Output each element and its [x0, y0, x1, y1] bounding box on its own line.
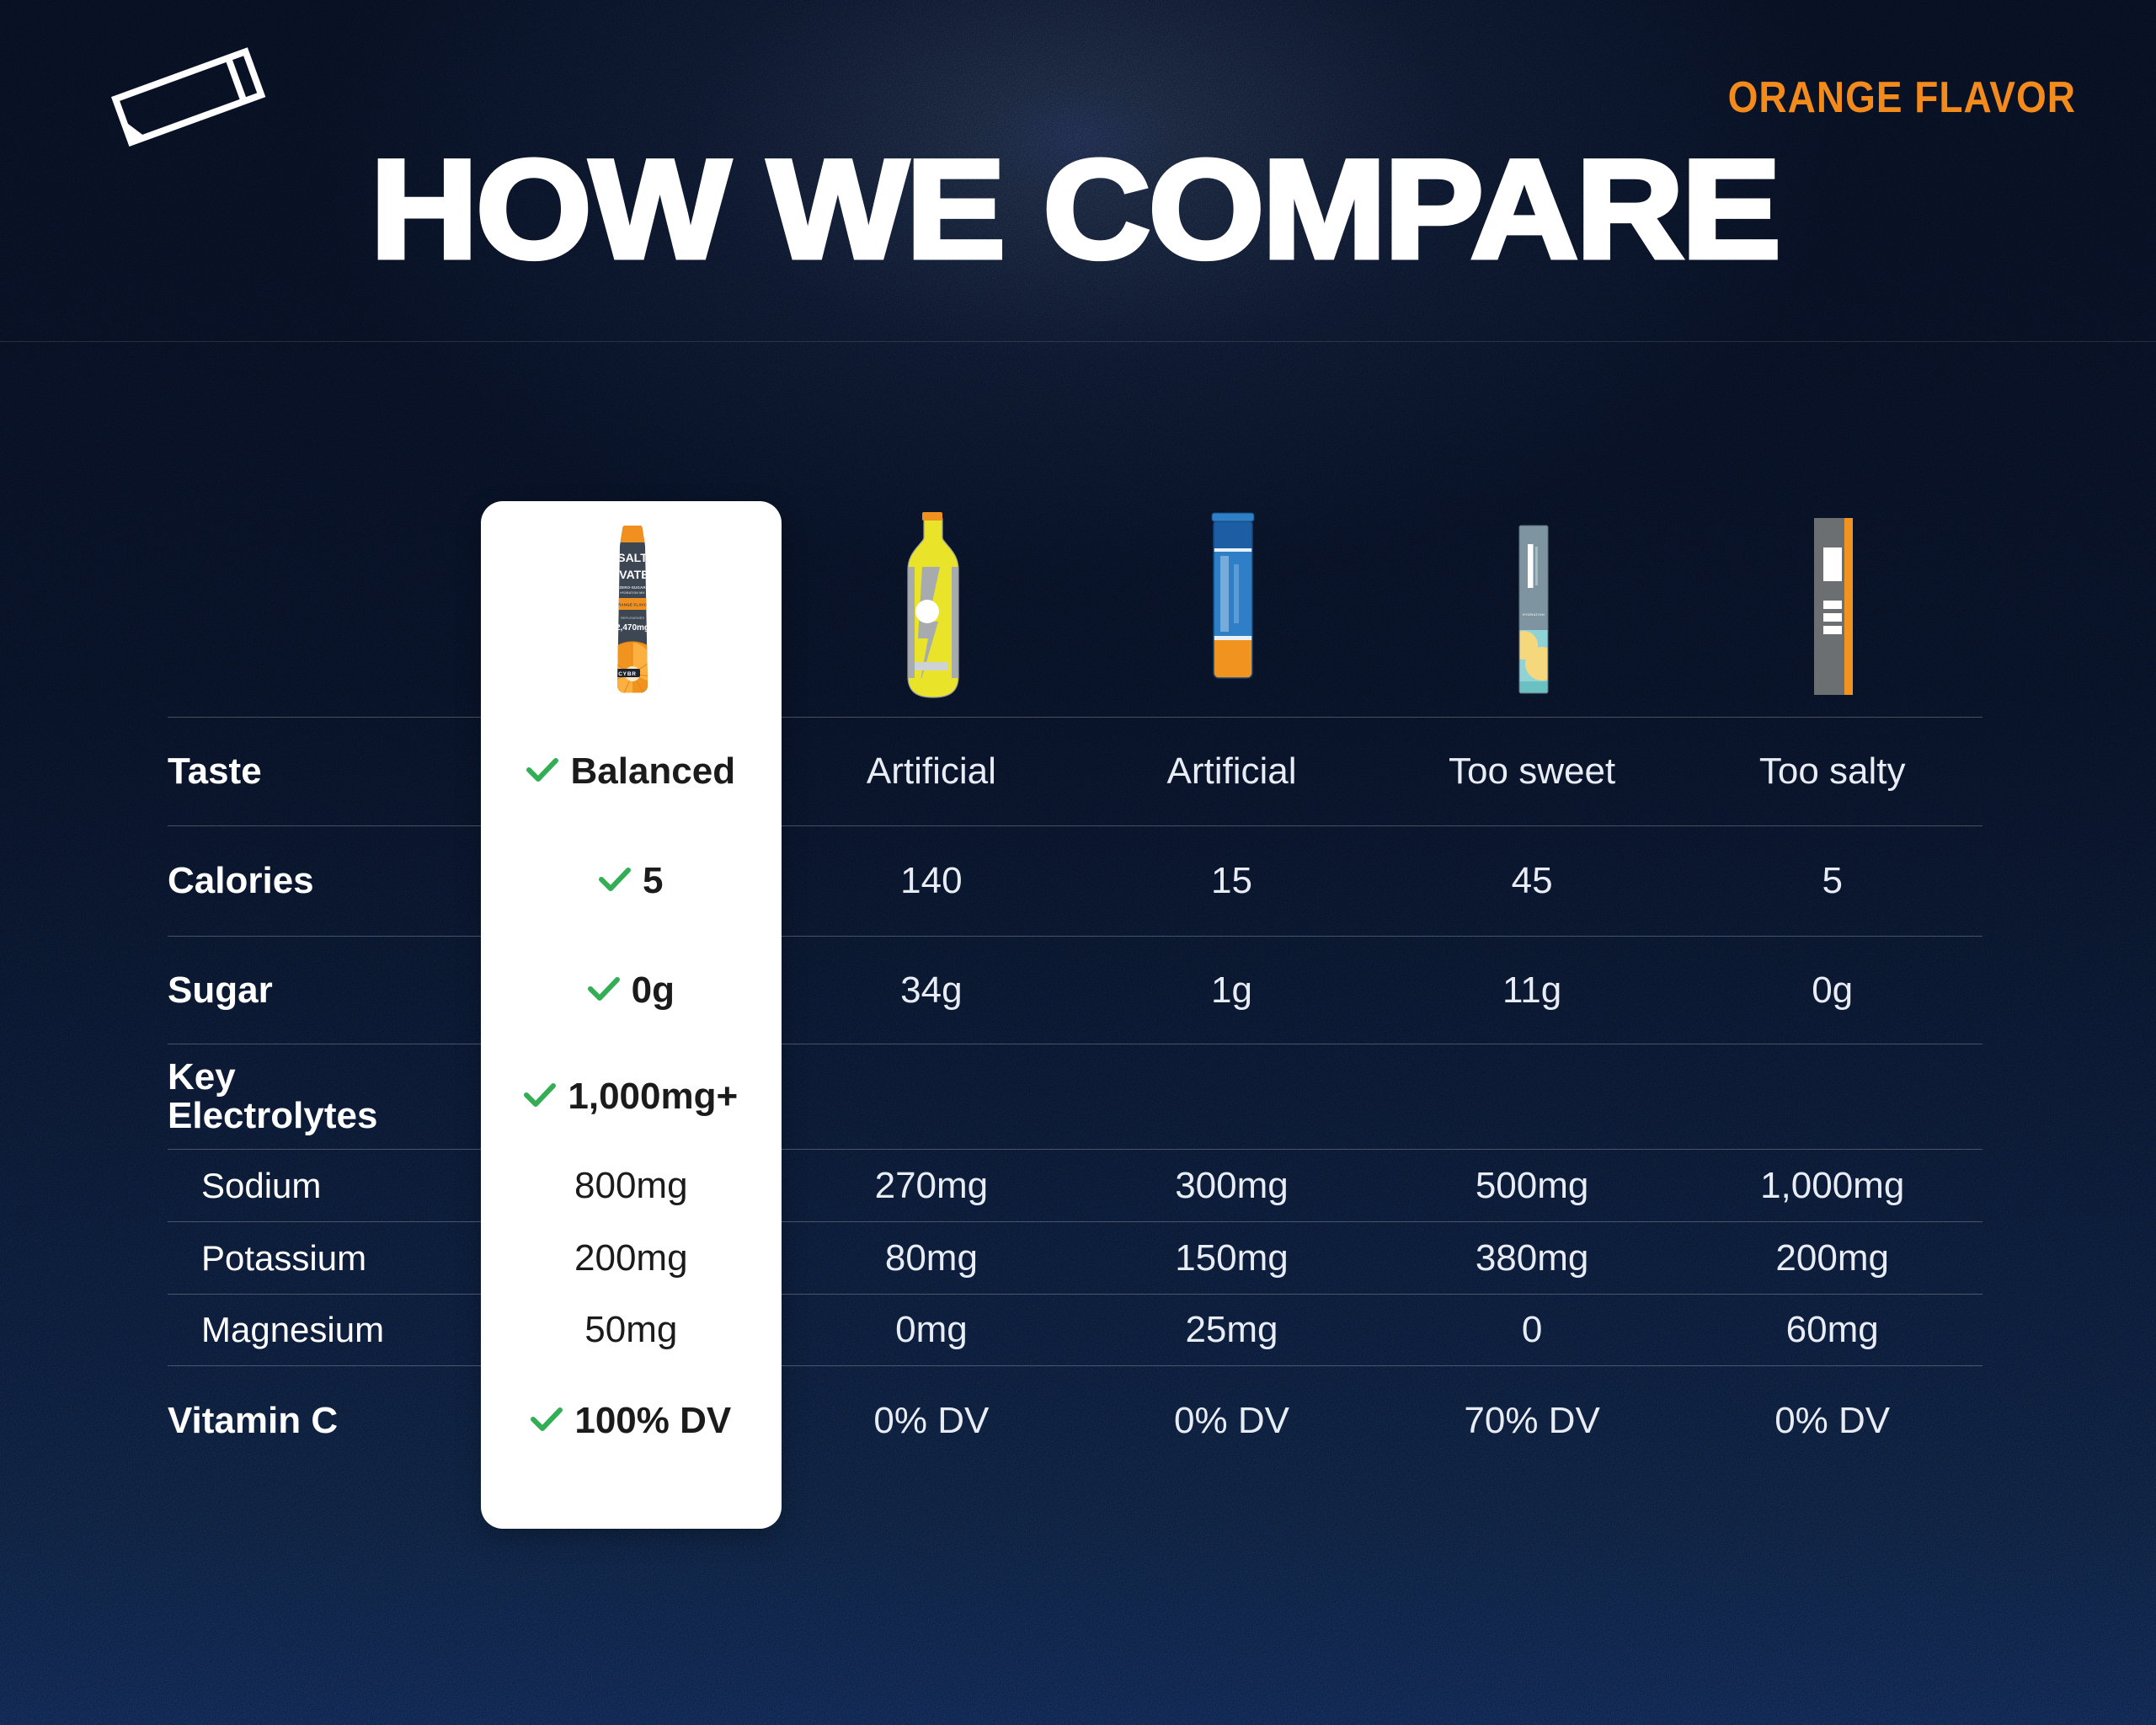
svg-text:CYBR: CYBR [618, 671, 637, 677]
svg-text:IVATE: IVATE [616, 568, 648, 581]
svg-text:REPLENISHES: REPLENISHES [621, 616, 644, 620]
svg-text:HYDRATION MIX: HYDRATION MIX [620, 591, 645, 595]
svg-text:HYDRATION: HYDRATION [1523, 612, 1545, 617]
svg-text:2,470mg: 2,470mg [616, 623, 649, 633]
svg-text:SALT: SALT [617, 551, 648, 564]
svg-text:ZERO-SUGAR: ZERO-SUGAR [619, 585, 646, 590]
svg-text:ORANGE FLAVOR: ORANGE FLAVOR [615, 603, 650, 607]
